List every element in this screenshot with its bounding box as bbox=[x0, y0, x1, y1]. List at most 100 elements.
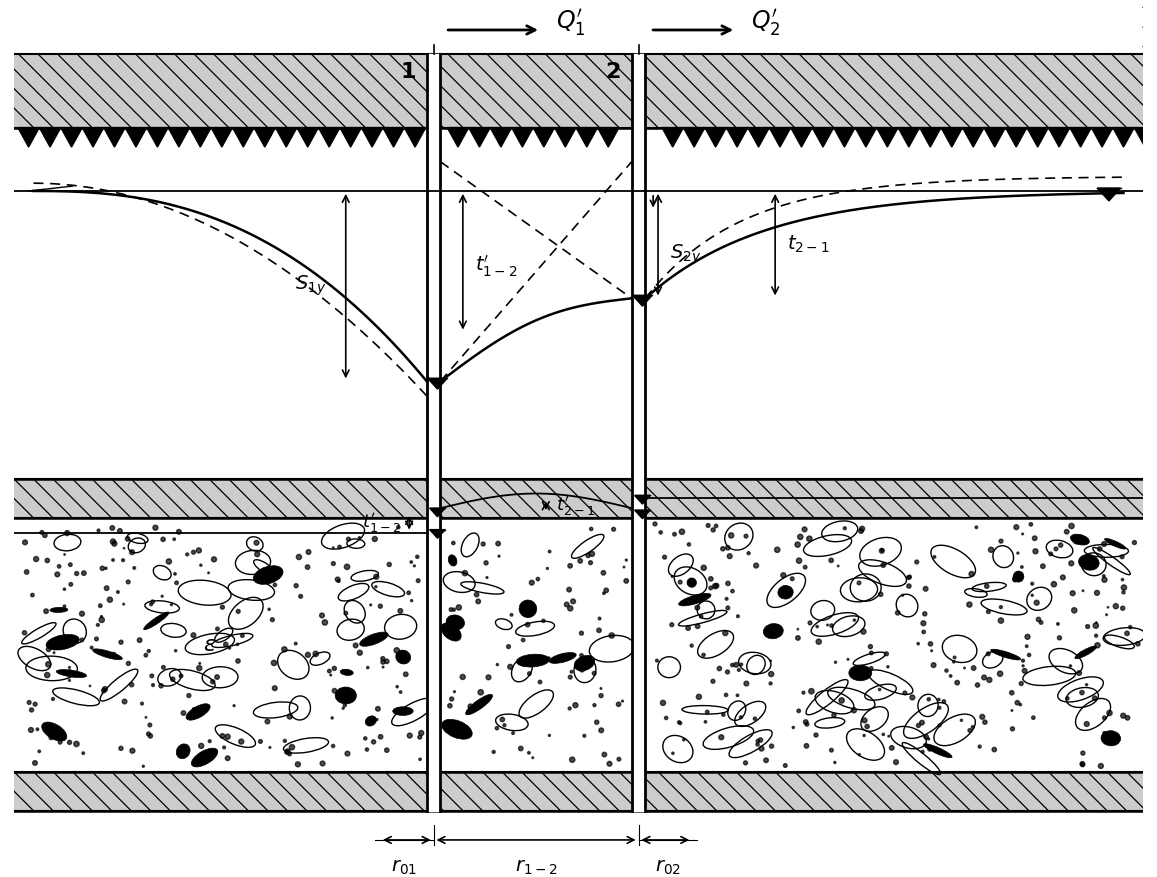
Point bbox=[896, 686, 914, 700]
Point bbox=[96, 561, 115, 575]
Point bbox=[956, 661, 974, 675]
Text: $Q_2'$: $Q_2'$ bbox=[751, 7, 780, 38]
Point bbox=[179, 688, 198, 702]
Point bbox=[712, 731, 730, 745]
Point bbox=[356, 731, 375, 745]
Point bbox=[1106, 599, 1125, 613]
Point bbox=[359, 660, 377, 674]
Point bbox=[401, 555, 420, 569]
Point bbox=[185, 702, 204, 717]
Point bbox=[810, 635, 828, 649]
Point bbox=[730, 663, 749, 677]
Point bbox=[471, 685, 489, 699]
Point bbox=[1052, 538, 1070, 553]
Point bbox=[60, 735, 79, 749]
Point bbox=[914, 625, 933, 639]
Point bbox=[487, 721, 506, 735]
Point bbox=[142, 669, 161, 683]
Point bbox=[975, 715, 994, 729]
Point bbox=[1088, 616, 1106, 630]
Point bbox=[585, 667, 604, 681]
Polygon shape bbox=[877, 127, 898, 147]
Text: $r_{02}$: $r_{02}$ bbox=[655, 858, 680, 876]
Point bbox=[45, 645, 64, 660]
Point bbox=[1003, 703, 1022, 717]
Point bbox=[535, 614, 553, 628]
Point bbox=[289, 550, 308, 564]
Point bbox=[60, 666, 79, 680]
Polygon shape bbox=[920, 127, 941, 147]
Point bbox=[449, 719, 467, 733]
Point bbox=[698, 705, 716, 719]
Point bbox=[154, 532, 172, 546]
Point bbox=[89, 524, 108, 538]
Point bbox=[28, 723, 46, 737]
Point bbox=[578, 549, 597, 563]
Point bbox=[1086, 629, 1105, 643]
Point bbox=[1014, 527, 1032, 541]
Point bbox=[1041, 547, 1060, 561]
Point bbox=[139, 727, 157, 741]
Point bbox=[338, 746, 356, 760]
Ellipse shape bbox=[550, 652, 576, 663]
Point bbox=[920, 732, 938, 746]
Point bbox=[279, 745, 297, 759]
Ellipse shape bbox=[1075, 646, 1097, 659]
Ellipse shape bbox=[849, 665, 871, 681]
Ellipse shape bbox=[442, 719, 472, 739]
Polygon shape bbox=[1070, 127, 1091, 147]
Point bbox=[808, 619, 826, 633]
Point bbox=[795, 523, 813, 537]
Point bbox=[299, 560, 317, 574]
Ellipse shape bbox=[465, 695, 493, 715]
Polygon shape bbox=[1091, 127, 1113, 147]
Point bbox=[870, 682, 889, 696]
Polygon shape bbox=[511, 127, 533, 147]
Point bbox=[592, 688, 611, 702]
Text: $t_{1-2}'$: $t_{1-2}'$ bbox=[362, 510, 401, 535]
Point bbox=[739, 546, 758, 560]
Point bbox=[282, 740, 301, 754]
Point bbox=[170, 524, 189, 538]
Point bbox=[316, 616, 334, 630]
Point bbox=[561, 559, 580, 573]
Text: $t_{2-1}$: $t_{2-1}$ bbox=[787, 234, 830, 255]
Point bbox=[445, 685, 464, 699]
Point bbox=[1016, 664, 1034, 678]
Point bbox=[266, 578, 285, 592]
Point bbox=[74, 567, 93, 581]
Point bbox=[1003, 722, 1022, 736]
Point bbox=[699, 518, 717, 532]
Point bbox=[982, 543, 1001, 557]
Point bbox=[388, 644, 406, 658]
Point bbox=[707, 579, 725, 593]
Point bbox=[749, 738, 767, 752]
Point bbox=[590, 624, 609, 638]
Polygon shape bbox=[318, 127, 340, 147]
Point bbox=[745, 711, 764, 725]
Point bbox=[617, 553, 635, 567]
Polygon shape bbox=[790, 127, 812, 147]
Point bbox=[17, 565, 36, 579]
Point bbox=[1096, 710, 1114, 724]
Ellipse shape bbox=[360, 632, 388, 646]
Point bbox=[338, 560, 356, 574]
Point bbox=[142, 597, 161, 611]
Point bbox=[49, 567, 67, 581]
Point bbox=[275, 734, 294, 748]
Polygon shape bbox=[61, 127, 82, 147]
Point bbox=[115, 541, 133, 555]
Point bbox=[990, 667, 1009, 681]
Point bbox=[1113, 573, 1132, 587]
Point bbox=[737, 676, 756, 690]
Point bbox=[540, 545, 559, 559]
Point bbox=[224, 699, 243, 713]
Ellipse shape bbox=[1078, 554, 1099, 570]
Point bbox=[96, 682, 115, 696]
Point bbox=[314, 757, 332, 771]
Point bbox=[374, 655, 392, 669]
Ellipse shape bbox=[46, 634, 79, 650]
Point bbox=[963, 567, 981, 581]
Polygon shape bbox=[361, 127, 383, 147]
Point bbox=[960, 724, 979, 738]
